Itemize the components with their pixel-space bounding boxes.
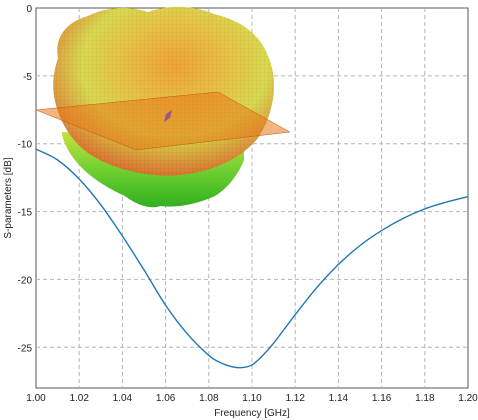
y-tick-label: -25: [18, 343, 33, 354]
x-tick-label: 1.14: [329, 393, 349, 404]
x-tick-label: 1.08: [199, 393, 219, 404]
radiation-pattern-inset: [35, 6, 291, 208]
radiation-pattern-origin-marker: [164, 110, 172, 122]
radiation-pattern-cut-plane: [35, 91, 291, 151]
radiation-pattern-mesh: [53, 6, 274, 176]
x-tick-label: 1.06: [156, 393, 176, 404]
series-line-0: [36, 148, 468, 369]
y-tick-label: -5: [23, 72, 32, 83]
x-tick-label: 1.00: [26, 393, 46, 404]
y-tick-labels: 0 -5 -10 -15 -20 -25: [18, 4, 33, 354]
y-tick-label: -20: [18, 275, 33, 286]
x-tick-label: 1.20: [458, 393, 478, 404]
x-tick-label: 1.18: [415, 393, 435, 404]
x-tick-label: 1.04: [113, 393, 133, 404]
x-tick-label: 1.12: [285, 393, 305, 404]
y-tick-label: -15: [18, 208, 33, 219]
x-tick-label: 1.16: [372, 393, 392, 404]
y-axis-label: S-parameters [dB]: [3, 157, 14, 238]
x-tick-label: 1.10: [242, 393, 262, 404]
x-tick-label: 1.02: [69, 393, 89, 404]
x-axis-label: Frequency [GHz]: [214, 408, 290, 419]
x-tick-labels: 1.00 1.02 1.04 1.06 1.08 1.10 1.12 1.14 1.16 1.18…: [26, 393, 478, 404]
series-layer: [36, 148, 468, 369]
y-tick-label: -10: [18, 140, 33, 151]
y-tick-label: 0: [26, 4, 32, 15]
